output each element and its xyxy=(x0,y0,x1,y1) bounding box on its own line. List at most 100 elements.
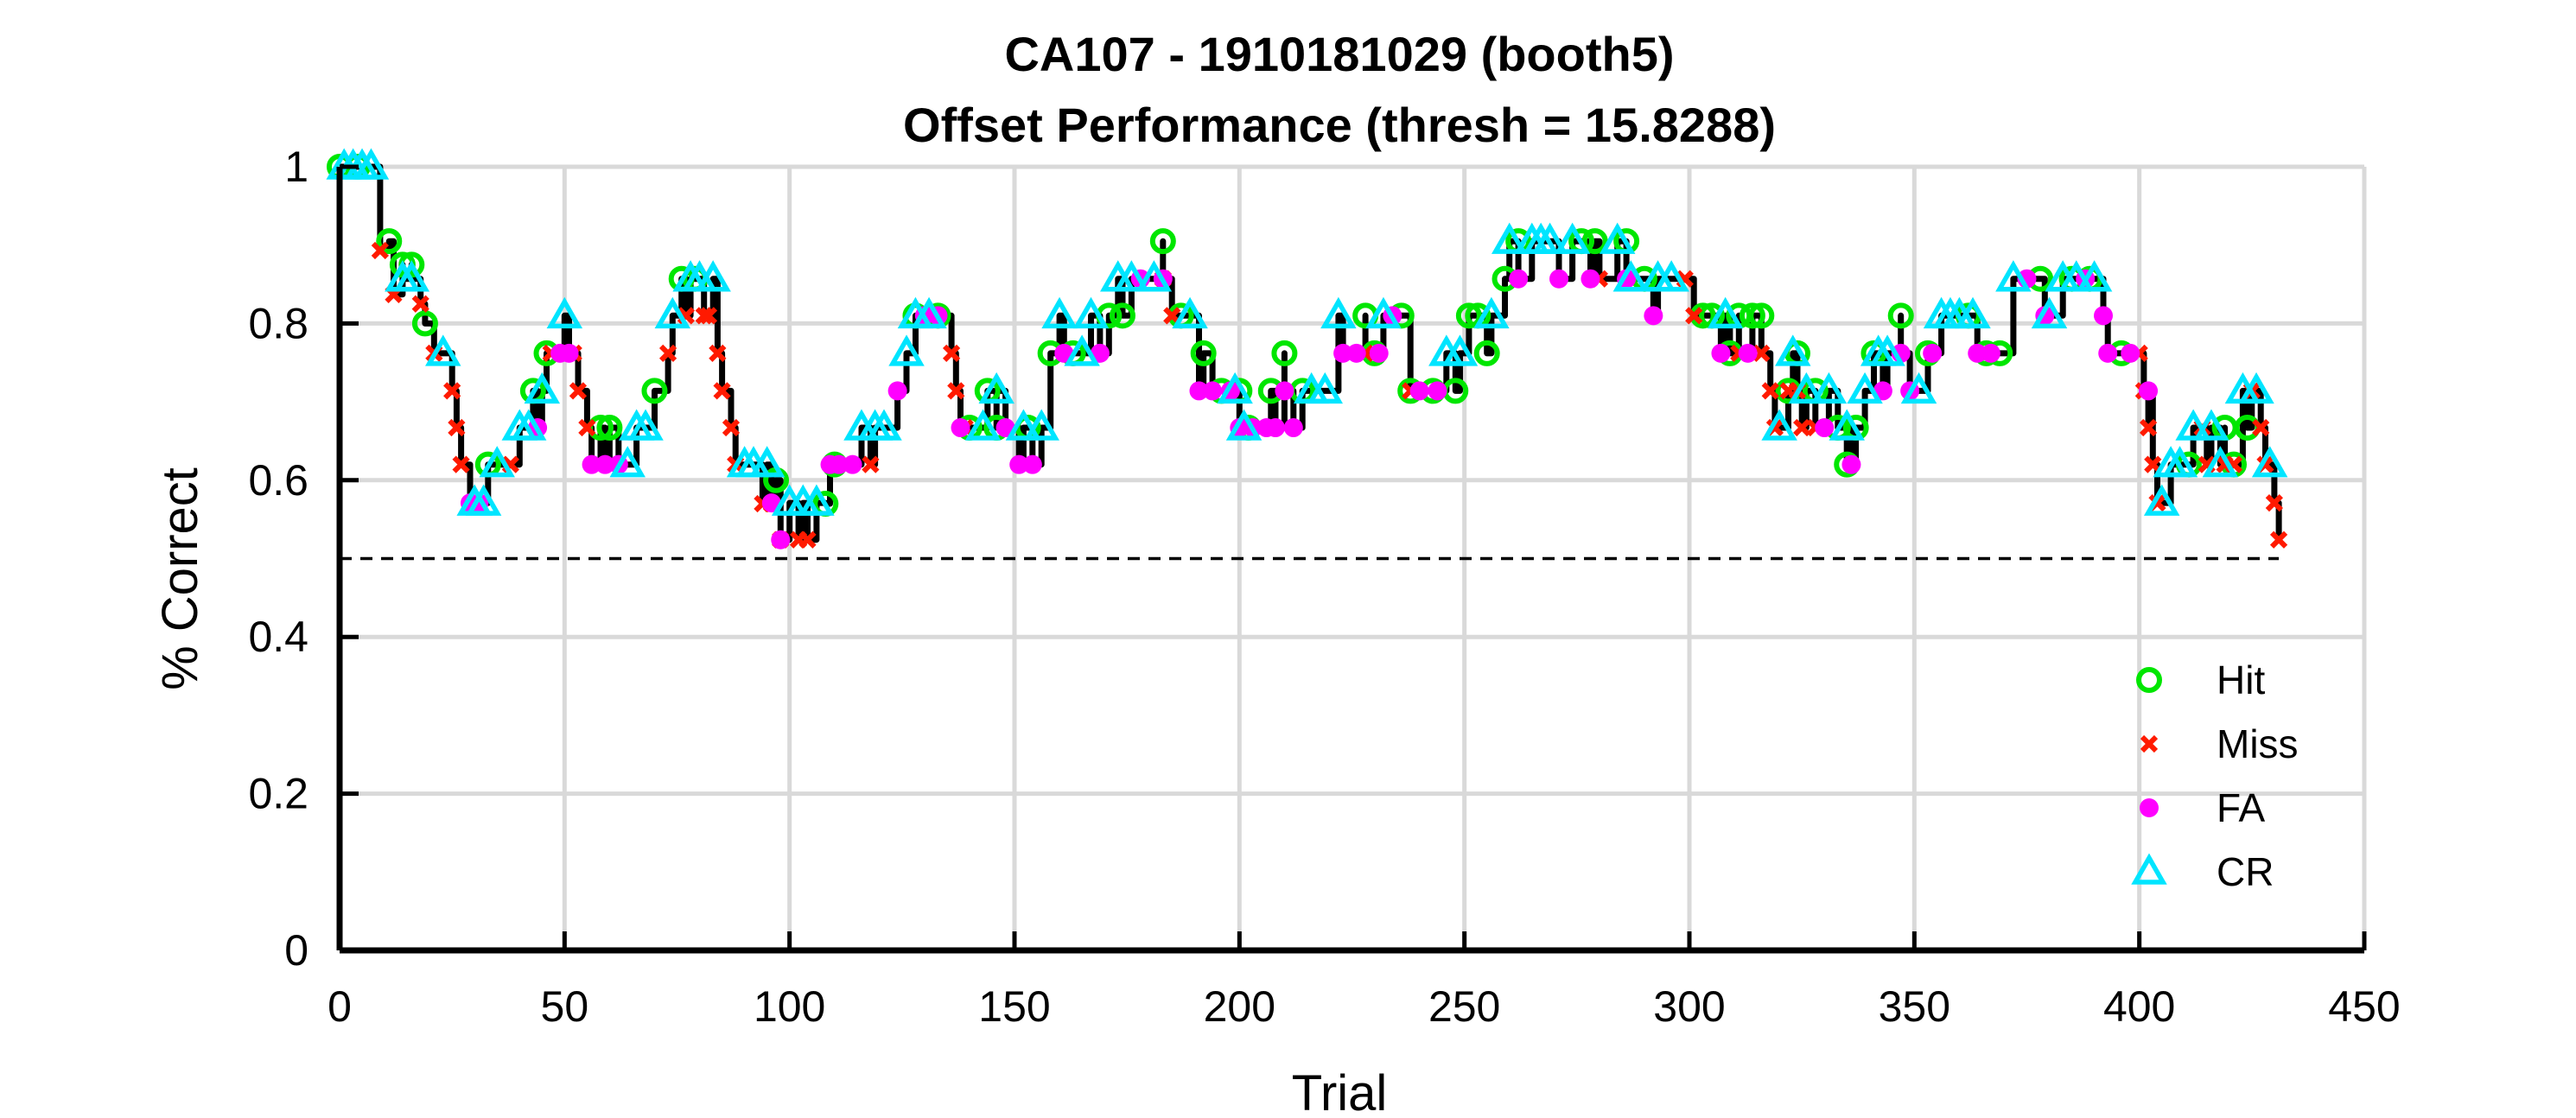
cr-point xyxy=(888,334,925,366)
miss-point xyxy=(2252,418,2270,437)
miss-point xyxy=(798,530,817,549)
x-tick-label: 50 xyxy=(541,982,589,1031)
cr-point xyxy=(1829,409,1865,441)
cr-point xyxy=(866,409,902,441)
cr-point xyxy=(1473,296,1510,329)
miss-point xyxy=(942,344,961,362)
cr-point xyxy=(1788,372,1825,404)
hit-point xyxy=(411,310,438,337)
fa-point xyxy=(887,381,907,401)
fa-point xyxy=(2098,343,2118,363)
miss-point xyxy=(2144,455,2162,473)
hit-point xyxy=(1887,302,1914,329)
cr-point xyxy=(1491,222,1528,254)
fa-point xyxy=(2139,381,2159,401)
x-tick-label: 100 xyxy=(754,982,825,1031)
cr-point xyxy=(1005,409,1042,441)
cr-point xyxy=(1217,372,1253,404)
miss-point xyxy=(722,418,741,437)
legend-miss-label: Miss xyxy=(2217,721,2299,766)
fa-point xyxy=(1009,454,1029,474)
legend-hit-marker xyxy=(2136,667,2162,693)
fa-point xyxy=(595,454,615,474)
fa-point xyxy=(559,343,579,363)
cr-point xyxy=(798,484,835,516)
cr-point xyxy=(1172,296,1208,329)
fa-point xyxy=(1203,381,1223,401)
cr-point xyxy=(2076,260,2113,292)
hit-point xyxy=(1149,228,1176,255)
tick-labels: 0 50 100 150 200 250 300 350 400 450 0 0.2 0.4 0.6 0.8… xyxy=(248,143,2400,1031)
cr-point xyxy=(1761,409,1797,441)
miss-point xyxy=(371,241,389,260)
fa-point xyxy=(1981,343,2000,363)
cr-point xyxy=(546,296,583,329)
fa-point xyxy=(1189,381,1209,401)
legend-fa-label: FA xyxy=(2217,785,2266,830)
cr-point xyxy=(1554,222,1591,254)
miss-point xyxy=(2269,530,2288,549)
cr-point xyxy=(748,446,786,478)
cr-point xyxy=(1365,296,1402,329)
miss-point xyxy=(448,418,466,437)
miss-point xyxy=(443,382,461,400)
cr-point xyxy=(524,372,561,404)
legend-cr-marker xyxy=(2131,853,2167,885)
x-axis-label: Trial xyxy=(1292,1065,1388,1118)
cr-point xyxy=(1441,334,1479,366)
chart-title: CA107 - 1910181029 (booth5) xyxy=(1004,27,1674,81)
hit-point xyxy=(1109,302,1135,329)
fa-point xyxy=(2094,306,2114,326)
fa-point xyxy=(1333,343,1353,363)
fa-point xyxy=(1265,418,1285,438)
miss-point xyxy=(862,455,880,473)
cr-point xyxy=(695,260,731,292)
cr-point xyxy=(1225,409,1263,441)
cr-point xyxy=(1810,372,1848,404)
miss-point xyxy=(658,344,677,362)
miss-point xyxy=(1163,307,1181,325)
fa-point xyxy=(1923,343,1943,363)
fa-point xyxy=(829,454,849,474)
hit-point xyxy=(1455,302,1482,329)
fa-point xyxy=(1549,269,1569,289)
fa-point xyxy=(1738,343,1758,363)
cr-point xyxy=(465,484,502,516)
miss-point xyxy=(695,307,713,325)
cr-point xyxy=(1653,260,1689,292)
cr-point xyxy=(1612,260,1650,292)
cr-point xyxy=(1320,296,1357,329)
grid xyxy=(340,164,2367,950)
miss-point xyxy=(452,455,470,473)
miss-point xyxy=(1761,382,1779,400)
cr-point xyxy=(353,148,390,180)
cr-point xyxy=(393,260,430,292)
miss-point xyxy=(699,307,718,325)
cr-point xyxy=(2175,409,2211,441)
fa-point xyxy=(1581,269,1600,289)
cr-point xyxy=(1113,260,1150,292)
hit-point xyxy=(641,378,668,404)
chart-subtitle: Offset Performance (thresh = 15.8288) xyxy=(903,98,1776,152)
x-tick-label: 0 xyxy=(328,982,352,1031)
hit-point xyxy=(596,415,623,441)
hit-point xyxy=(1748,302,1775,329)
cr-point xyxy=(2143,484,2180,516)
y-tick-label: 1 xyxy=(284,143,308,191)
cr-point xyxy=(978,372,1014,404)
cr-point xyxy=(2251,446,2288,478)
fa-point xyxy=(1644,306,1663,326)
x-tick-label: 300 xyxy=(1653,982,1725,1031)
x-tick-label: 400 xyxy=(2103,982,2175,1031)
cr-point xyxy=(2031,296,2068,329)
cr-point xyxy=(1599,222,1636,254)
cr-point xyxy=(1135,260,1173,292)
miss-point xyxy=(713,382,731,400)
miss-point xyxy=(709,344,727,362)
cr-point xyxy=(1847,372,1883,404)
y-axis-label: % Correct xyxy=(152,467,208,690)
cr-point xyxy=(479,446,515,478)
fa-point xyxy=(1369,343,1389,363)
hit-point xyxy=(376,228,403,255)
fa-point xyxy=(1428,381,1447,401)
